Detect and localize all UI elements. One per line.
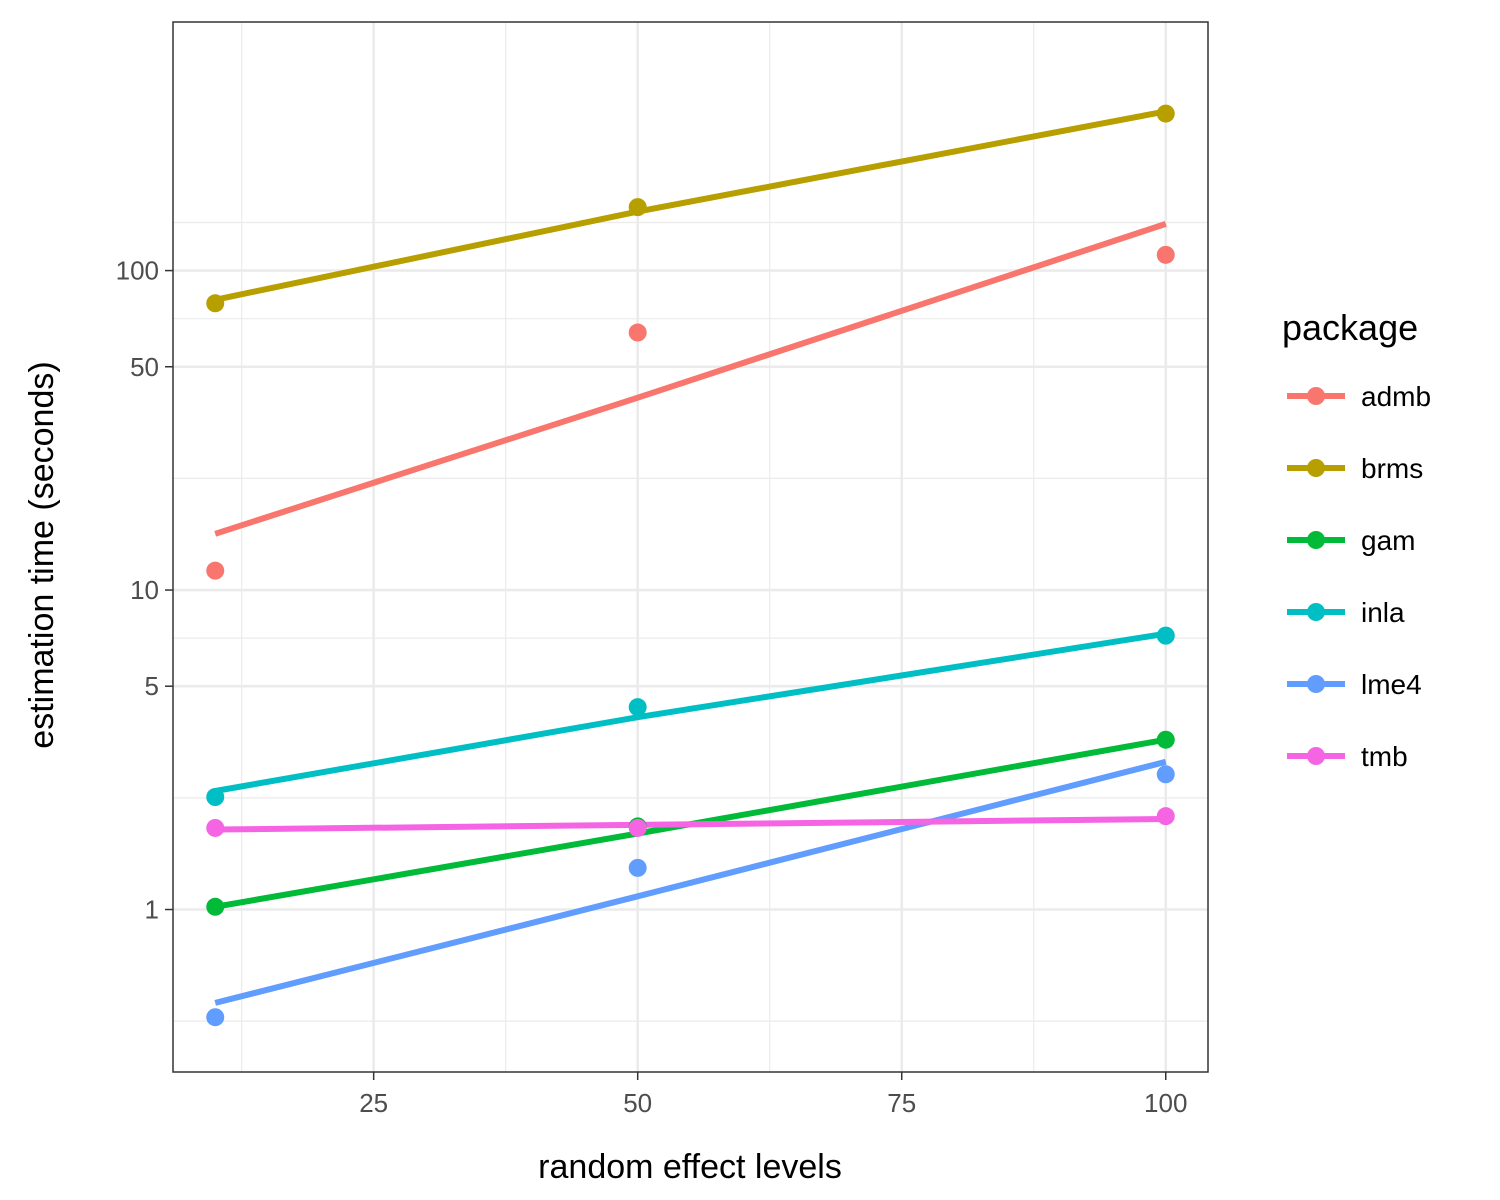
point-inla xyxy=(628,698,647,717)
y-axis-title: estimation time (seconds) xyxy=(23,361,61,748)
fit-line-admb xyxy=(214,221,1167,537)
grid-minor xyxy=(173,22,1208,1072)
point-admb xyxy=(628,323,647,342)
legend-key-point xyxy=(1307,747,1325,765)
legend-item-lme4: lme4 xyxy=(1287,669,1422,700)
point-brms xyxy=(628,198,647,217)
point-inla xyxy=(1156,626,1175,645)
fit-line-lme4 xyxy=(214,758,1167,1006)
point-inla xyxy=(206,788,225,807)
point-gam xyxy=(206,897,225,916)
legend-item-tmb: tmb xyxy=(1287,741,1408,772)
legend: package admb brms gam inla lme4 tmb xyxy=(1282,307,1431,772)
x-axis-title: random effect levels xyxy=(538,1148,842,1186)
legend-title: package xyxy=(1282,307,1418,348)
x-tick-label: 25 xyxy=(359,1088,388,1118)
legend-key-point xyxy=(1307,603,1325,621)
point-lme4 xyxy=(628,858,647,877)
point-brms xyxy=(206,294,225,313)
y-tick-label: 10 xyxy=(130,575,159,605)
y-tick-label: 1 xyxy=(145,895,159,925)
y-axis-ticks: 1 5 10 50 100 xyxy=(116,256,173,925)
legend-items: admb brms gam inla lme4 tmb xyxy=(1287,381,1431,772)
legend-label: gam xyxy=(1361,525,1415,556)
point-brms xyxy=(1156,104,1175,123)
legend-item-admb: admb xyxy=(1287,381,1431,412)
x-tick-label: 50 xyxy=(623,1088,652,1118)
legend-label: inla xyxy=(1361,597,1405,628)
legend-label: tmb xyxy=(1361,741,1408,772)
legend-key-point xyxy=(1307,459,1325,477)
legend-label: lme4 xyxy=(1361,669,1422,700)
x-tick-label: 100 xyxy=(1144,1088,1187,1118)
x-tick-label: 75 xyxy=(887,1088,916,1118)
point-tmb xyxy=(628,818,647,837)
point-gam xyxy=(1156,730,1175,749)
legend-key-point xyxy=(1307,675,1325,693)
x-axis-ticks: 25 50 75 100 xyxy=(359,1072,1187,1118)
legend-label: admb xyxy=(1361,381,1431,412)
panel-border xyxy=(172,21,1209,1073)
legend-label: brms xyxy=(1361,453,1423,484)
legend-item-gam: gam xyxy=(1287,525,1415,556)
points xyxy=(206,104,1175,1027)
point-lme4 xyxy=(206,1008,225,1027)
y-tick-label: 50 xyxy=(130,352,159,382)
point-admb xyxy=(1156,245,1175,264)
y-tick-label: 100 xyxy=(116,256,159,286)
point-tmb xyxy=(1156,807,1175,826)
point-tmb xyxy=(206,818,225,837)
point-lme4 xyxy=(1156,765,1175,784)
fit-line-inla xyxy=(214,630,1167,794)
legend-key-point xyxy=(1307,387,1325,405)
point-admb xyxy=(206,561,225,580)
legend-item-brms: brms xyxy=(1287,453,1423,484)
legend-item-inla: inla xyxy=(1287,597,1405,628)
y-tick-label: 5 xyxy=(145,671,159,701)
legend-key-point xyxy=(1307,531,1325,549)
